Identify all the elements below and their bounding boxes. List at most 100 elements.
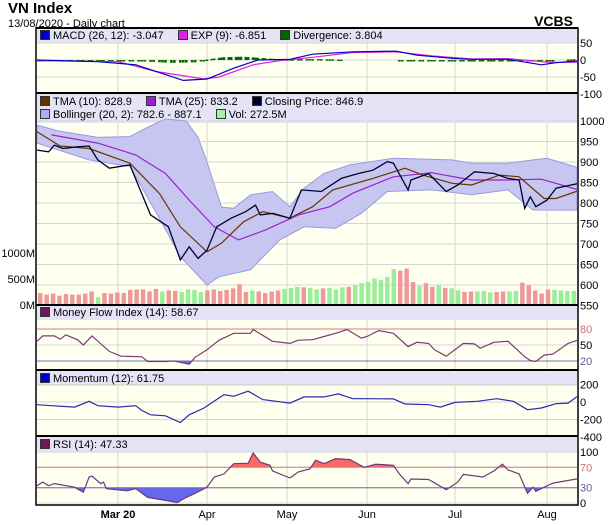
volume-bar: [108, 293, 114, 305]
divergence-bar: [164, 60, 167, 63]
divergence-bar: [317, 59, 320, 61]
divergence-bar: [131, 60, 135, 62]
legend-swatch: [280, 30, 291, 40]
divergence-bar: [220, 57, 223, 60]
divergence-bar: [227, 57, 231, 60]
divergence-bar: [548, 60, 552, 62]
divergence-bar: [537, 60, 540, 62]
volume-bar: [378, 280, 384, 305]
volume-bar: [147, 291, 152, 305]
volume-bar: [423, 283, 429, 305]
volume-bar: [224, 289, 229, 305]
divergence-bar: [297, 59, 300, 61]
mom-legend-band: [37, 370, 577, 386]
divergence-bar: [254, 57, 257, 60]
mom-y-tick-label: 0: [580, 397, 586, 409]
volume-tick-label: 1000M: [1, 248, 35, 260]
legend-swatch: [40, 373, 50, 383]
divergence-bar: [229, 56, 233, 60]
legend-swatch: [215, 109, 226, 119]
rsi-y-tick-label: 0: [580, 498, 586, 510]
rsi-line: [37, 451, 577, 504]
volume-bar: [397, 270, 403, 305]
divergence-bar: [263, 58, 267, 60]
price-y-tick-label: 800: [580, 198, 598, 210]
volume-bar: [385, 276, 390, 305]
price-y-tick-label: 900: [580, 157, 598, 169]
divergence-bar: [409, 60, 413, 62]
mom-y-tick-label: -200: [580, 415, 602, 427]
divergence-bar: [261, 58, 265, 60]
price-y-tick-label: 950: [580, 137, 598, 149]
divergence-bar: [467, 60, 471, 62]
volume-bar: [372, 278, 377, 305]
price-y-tick-label: 1000: [580, 116, 604, 128]
legend-item: Divergence: 3.804: [280, 30, 383, 42]
divergence-bar: [441, 60, 445, 62]
brand-label: VCBS: [534, 13, 573, 29]
legend-label: Vol: 272.5M: [228, 109, 287, 121]
volume-bar: [565, 290, 570, 305]
divergence-bar: [143, 60, 146, 62]
divergence-bar: [199, 60, 203, 62]
volume-bar: [500, 291, 506, 305]
volume-bar: [50, 293, 56, 305]
divergence-bar: [99, 60, 102, 62]
volume-bar: [243, 292, 249, 305]
volume-bar: [121, 293, 127, 305]
divergence-bar: [217, 57, 221, 60]
divergence-bar: [222, 57, 226, 60]
divergence-bar: [184, 60, 188, 63]
divergence-bar: [170, 60, 173, 63]
price-legend-row2: Bollinger (20, 2): 782.6 - 887.1 Vol: 272…: [40, 109, 301, 121]
legend-swatch: [145, 96, 156, 106]
legend-item: RSI (14): 47.33: [40, 439, 128, 451]
volume-bar: [526, 285, 532, 305]
divergence-bar: [397, 60, 401, 62]
volume-bar: [359, 283, 364, 305]
legend-label: EXP (9): -6.851: [190, 30, 267, 42]
volume-tick-label: 500M: [7, 274, 35, 286]
price-y-tick-label: 650: [580, 260, 598, 272]
x-tick-label: May: [277, 509, 298, 521]
volume-bar: [269, 291, 274, 305]
divergence-bar: [487, 60, 490, 62]
divergence-bar: [299, 59, 303, 61]
divergence-bar: [190, 60, 194, 63]
legend-swatch: [251, 96, 262, 106]
volume-bar: [102, 293, 107, 305]
volume-bar: [410, 282, 416, 305]
volume-bar: [217, 290, 223, 305]
divergence-bar: [418, 60, 422, 62]
divergence-bar: [520, 60, 524, 62]
price-legend-row1: TMA (10): 828.9 TMA (25): 833.2 Closing Pr…: [40, 96, 377, 108]
volume-bar: [552, 289, 557, 305]
volume-bar: [346, 286, 352, 305]
mom-line: [37, 390, 577, 424]
volume-bar: [134, 289, 139, 305]
macd-line: [37, 50, 577, 82]
legend-item: EXP (9): -6.851: [177, 30, 267, 42]
legend-label: Bollinger (20, 2): 782.6 - 887.1: [53, 109, 202, 121]
volume-bar: [436, 284, 442, 305]
divergence-bar: [430, 60, 433, 62]
volume-tick-label: 0M: [20, 300, 35, 312]
volume-bar: [192, 289, 197, 305]
divergence-bar: [427, 60, 430, 62]
divergence-bar: [462, 60, 465, 62]
volume-bar: [250, 290, 255, 305]
divergence-bar: [459, 60, 462, 62]
volume-bar: [115, 292, 120, 305]
volume-bar: [327, 287, 332, 305]
volume-bar: [198, 292, 204, 305]
volume-bar: [468, 291, 474, 305]
legend-label: Momentum (12): 61.75: [53, 373, 165, 385]
divergence-bar: [328, 59, 332, 61]
price-y-tick-label: 700: [580, 239, 598, 251]
price-y-tick-label: 600: [580, 280, 598, 292]
volume-bar: [513, 290, 519, 305]
volume-bar: [63, 294, 69, 305]
volume-bar: [417, 285, 422, 305]
volume-bar: [301, 287, 307, 305]
